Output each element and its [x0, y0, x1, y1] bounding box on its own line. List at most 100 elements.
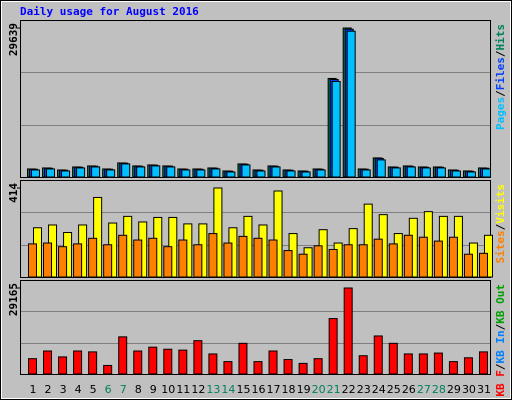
bar [31, 169, 40, 178]
x-tick-label: 29 [447, 383, 461, 396]
x-tick-label: 1 [30, 383, 37, 396]
legend-separator: / [494, 90, 507, 97]
y-tick-label: 29639 [7, 23, 20, 56]
bar [253, 237, 263, 278]
x-tick-label: 26 [402, 383, 416, 396]
bar [406, 166, 416, 178]
x-tick-label: 30 [462, 383, 476, 396]
bar [193, 244, 203, 278]
bar [181, 169, 191, 178]
bar [436, 167, 446, 178]
bar [151, 165, 161, 178]
bar [76, 167, 86, 178]
bar [136, 166, 146, 178]
bar [28, 243, 37, 278]
bar [463, 357, 473, 375]
bar [178, 239, 188, 278]
bar [403, 353, 413, 375]
bar [433, 240, 443, 278]
bar [211, 168, 221, 178]
bar [238, 342, 248, 375]
x-tick-label: 18 [282, 383, 296, 396]
bar [301, 171, 311, 178]
x-tick-label: 27 [417, 383, 431, 396]
bar [208, 233, 218, 278]
bar [481, 168, 491, 178]
bar [88, 351, 98, 375]
bar [418, 353, 428, 375]
bar [451, 170, 461, 178]
bar [253, 361, 263, 375]
bar [373, 238, 383, 278]
x-tick-label: 21 [327, 383, 341, 396]
legend-entry: Files [494, 57, 507, 90]
x-tick-label: 17 [267, 383, 281, 396]
legend-entry: KB In [494, 330, 507, 363]
bar [148, 346, 158, 375]
bar [478, 252, 488, 278]
bar [196, 169, 206, 178]
x-tick-label: 14 [221, 383, 235, 396]
bar [58, 356, 68, 375]
bar [148, 237, 158, 278]
bar [43, 350, 53, 375]
bar [316, 169, 326, 178]
legend: Pages/Files/Hits [494, 24, 507, 130]
bar [28, 358, 37, 375]
x-tick-label: 4 [75, 383, 82, 396]
bar [466, 171, 476, 178]
x-tick-label: 16 [251, 383, 265, 396]
bar [421, 167, 431, 178]
x-tick-label: 5 [90, 383, 97, 396]
bar [208, 353, 218, 375]
bar [121, 163, 131, 178]
bar [223, 361, 233, 375]
y-tick-label: 414 [7, 183, 20, 203]
chart-title: Daily usage for August 2016 [20, 5, 199, 18]
bar [331, 80, 341, 178]
legend-entry: Sites [494, 230, 507, 263]
bar [388, 342, 398, 375]
x-tick-label: 3 [60, 383, 67, 396]
bar [283, 359, 293, 375]
bar [118, 234, 128, 278]
x-tick-label: 2 [45, 383, 52, 396]
plot-area [20, 20, 491, 178]
y-tick-label: 29165 [7, 283, 20, 316]
x-tick-label: 7 [120, 383, 127, 396]
bar [73, 350, 83, 375]
bar [133, 239, 143, 278]
bar [133, 350, 143, 375]
bar [478, 351, 488, 375]
legend-entry: Visits [494, 184, 507, 224]
legend-entry: Hits [494, 24, 507, 51]
bar [46, 168, 56, 178]
bar [283, 250, 293, 278]
x-tick-label: 13 [206, 383, 220, 396]
x-tick-label: 20 [312, 383, 326, 396]
x-tick-label: 6 [105, 383, 112, 396]
bar [241, 164, 251, 178]
legend-entry: KB F [494, 370, 507, 397]
x-tick-label: 22 [342, 383, 356, 396]
x-tick-label: 8 [135, 383, 142, 396]
bar [238, 235, 248, 278]
bar [88, 237, 98, 278]
x-tick-label: 25 [387, 383, 401, 396]
x-tick-label: 9 [150, 383, 157, 396]
bar [361, 169, 371, 178]
bar [286, 170, 296, 178]
bar [213, 187, 223, 278]
bar [193, 340, 203, 375]
bar [118, 336, 128, 375]
bar [433, 352, 443, 375]
legend-entry: Pages [494, 97, 507, 130]
legend-separator: / [494, 363, 507, 370]
bar [163, 246, 173, 278]
bar [271, 166, 281, 178]
bar [166, 166, 176, 178]
bar [313, 358, 323, 375]
bar [223, 242, 233, 278]
bar [298, 253, 308, 278]
